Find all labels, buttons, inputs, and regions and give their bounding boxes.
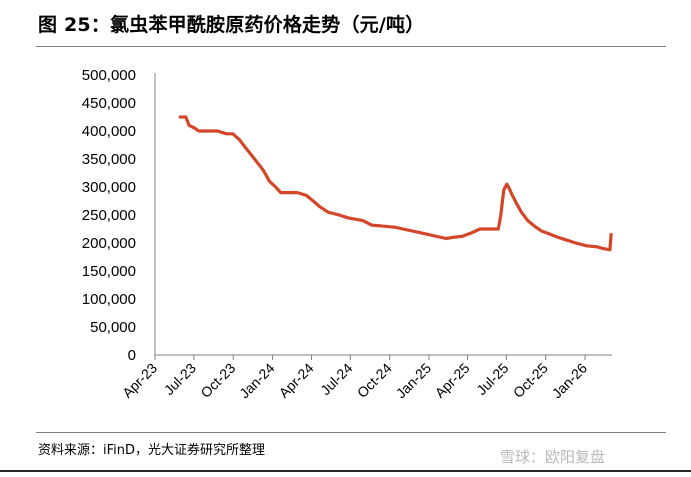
data-point [296,191,299,195]
x-tick-label: Jul-23 [161,360,199,398]
title-divider [36,46,666,47]
data-point [178,115,182,119]
data-point [268,180,271,183]
data-point [461,234,464,238]
data-point [533,224,536,228]
y-tick-label: 200,000 [82,235,136,252]
source-note: 资料来源：iFinD，光大证券研究所整理 [38,443,266,458]
chart-title: 图 25：氯虫苯甲酰胺原药价格走势（元/吨） [38,14,425,36]
data-point [193,126,197,130]
data-point [451,236,454,239]
data-point [370,223,374,227]
x-tick-label: Jul-24 [317,360,355,398]
y-tick-label: 400,000 [82,123,136,140]
data-point [608,248,612,252]
data-point [505,182,509,186]
data-point [337,213,341,217]
data-point [346,216,350,220]
x-tick-label: Oct-24 [354,360,395,401]
x-tick-label: Jul-25 [473,360,511,398]
y-tick-label: 450,000 [82,95,136,112]
data-point [596,245,599,249]
data-point [279,191,283,195]
data-point [253,157,256,161]
x-tick-label: Apr-24 [276,360,317,401]
data-point [601,247,605,251]
x-tick-label: Apr-25 [432,360,473,401]
data-point [585,244,589,248]
data-point [539,229,543,233]
data-point [361,219,365,223]
price-line-chart: 0 50,000 100,000 150,000 200,000 250,000 300,0… [82,67,613,402]
y-tick-label: 500,000 [82,67,136,84]
data-point [261,168,265,172]
data-point [401,227,405,231]
y-tick-label: 100,000 [82,291,136,308]
data-point [311,199,315,203]
data-point [515,202,519,206]
data-point [609,233,613,237]
data-point [444,237,448,240]
data-point [237,138,241,141]
data-point [216,129,219,133]
page-edge-line [0,470,691,472]
data-point [548,232,551,236]
data-point [478,227,482,231]
data-point [187,124,191,127]
y-tick-label: 0 [128,347,136,364]
data-point [274,185,277,189]
watermark: 雪球：欧阳复盘 [500,448,606,466]
data-point [231,132,235,136]
data-point [326,210,330,214]
data-point [556,236,560,239]
series-layer [178,115,613,252]
data-point [565,238,569,242]
data-point [574,241,578,245]
data-point [502,188,506,192]
axes [154,73,612,360]
x-tick-label: Jan-26 [549,360,591,402]
data-point [225,132,228,136]
y-tick-label: 350,000 [82,151,136,168]
y-tick-label: 250,000 [82,207,136,224]
y-tick-label: 50,000 [90,319,136,336]
data-point [526,219,530,223]
data-point [244,146,248,150]
data-point [499,213,503,217]
footer-divider [36,432,666,433]
price-series-line [178,115,613,252]
x-tick-label: Oct-23 [197,360,238,401]
data-point [489,227,492,231]
data-point [318,205,321,209]
data-point [496,227,500,231]
data-point [470,231,473,235]
data-point [507,185,510,189]
data-point [427,233,430,237]
y-axis-labels: 0 50,000 100,000 150,000 200,000 250,000 300,0… [82,67,136,364]
x-tick-label: Jan-24 [236,360,278,402]
data-point [520,210,523,214]
data-point [184,115,188,119]
x-tick-label: Jan-25 [393,360,435,402]
y-tick-label: 150,000 [82,263,136,280]
data-point [414,230,418,234]
y-tick-label: 300,000 [82,179,136,196]
x-tick-label: Oct-25 [510,360,551,401]
x-tick-label: Apr-23 [119,360,160,401]
data-point [511,194,514,197]
data-point [304,194,308,197]
data-point [394,225,398,229]
data-point [197,129,201,133]
